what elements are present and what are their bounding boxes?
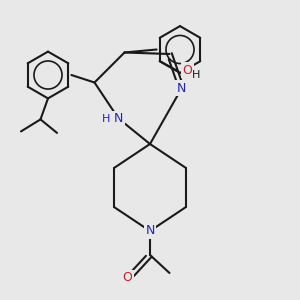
Text: H: H [191,70,200,80]
Text: H: H [102,113,110,124]
Text: O: O [123,271,132,284]
Text: N: N [114,112,123,125]
Text: N: N [145,224,155,238]
Text: N: N [177,82,186,95]
Text: O: O [182,64,192,77]
